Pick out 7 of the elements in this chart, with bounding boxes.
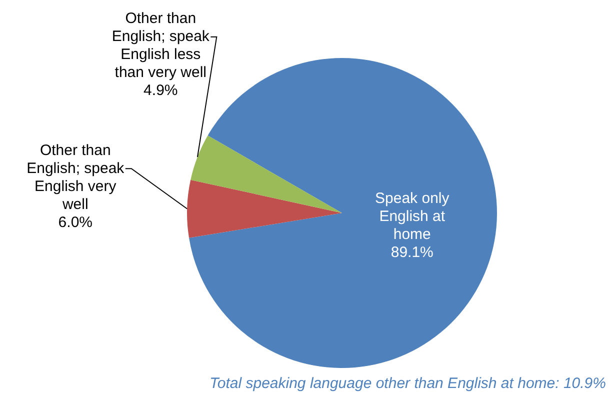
slice-label: Other than English; speak English very well xyxy=(26,142,125,213)
data-label: 89.1% xyxy=(390,244,434,261)
slice-label: Speak only English at home xyxy=(375,190,450,243)
slice-label: Other than English; speak English less than very well xyxy=(112,10,210,82)
data-label: 4.9% xyxy=(144,82,178,100)
data-label: 6.0% xyxy=(58,214,92,231)
text: Total speaking language other than English at home: 10.9% xyxy=(210,375,606,392)
